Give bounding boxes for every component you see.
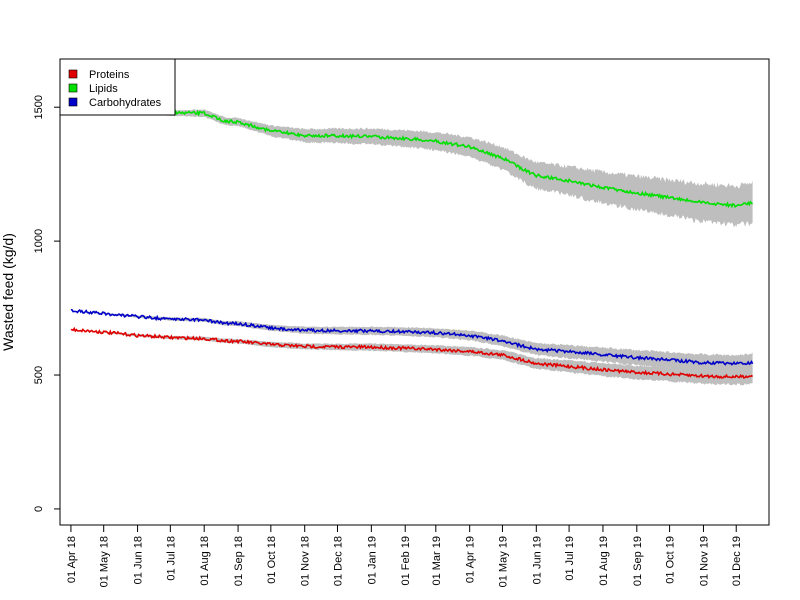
uncertainty-bands bbox=[71, 105, 753, 386]
x-axis: 01 Apr 18 01 May 18 01 Jun 18 01 Jul 18 01 A… bbox=[66, 525, 743, 587]
x-tick-label: 01 Nov 19 bbox=[698, 536, 710, 586]
x-tick-label: 01 Feb 19 bbox=[400, 536, 412, 586]
y-axis: 0 500 1000 1500 bbox=[33, 95, 60, 512]
x-tick-label: 01 Oct 18 bbox=[266, 536, 278, 584]
y-tick-label: 500 bbox=[33, 366, 45, 384]
plot-frame bbox=[60, 59, 769, 525]
y-axis-label: Wasted feed (kg/d) bbox=[0, 233, 16, 351]
x-tick-label: 01 Apr 19 bbox=[465, 536, 477, 583]
x-tick-label: 01 Apr 18 bbox=[66, 536, 78, 583]
x-tick-label: 01 Aug 19 bbox=[598, 536, 610, 586]
y-tick-label: 1000 bbox=[33, 229, 45, 253]
legend-label-carbohydrates: Carbohydrates bbox=[89, 97, 162, 109]
x-tick-label: 01 Mar 19 bbox=[431, 536, 443, 586]
x-tick-label: 01 Jun 19 bbox=[531, 536, 543, 584]
legend-label-proteins: Proteins bbox=[89, 69, 130, 81]
legend-swatch-lipids bbox=[69, 84, 77, 92]
legend-swatch-carbohydrates bbox=[69, 98, 77, 106]
band-lipids bbox=[71, 105, 753, 228]
x-tick-label: 01 Sep 18 bbox=[233, 536, 245, 586]
x-tick-label: 01 Jan 19 bbox=[366, 536, 378, 584]
x-tick-label: 01 Dec 18 bbox=[332, 536, 344, 586]
x-tick-label: 01 Jul 18 bbox=[165, 536, 177, 581]
legend-label-lipids: Lipids bbox=[89, 83, 118, 95]
x-tick-label: 01 Jun 18 bbox=[133, 536, 145, 584]
y-tick-label: 1500 bbox=[33, 95, 45, 119]
x-tick-label: 01 May 18 bbox=[99, 536, 111, 587]
x-tick-label: 01 Dec 19 bbox=[731, 536, 743, 586]
y-tick-label: 0 bbox=[33, 506, 45, 512]
x-tick-label: 01 Aug 18 bbox=[199, 536, 211, 586]
x-tick-label: 01 Sep 19 bbox=[632, 536, 644, 586]
legend: Proteins Lipids Carbohydrates bbox=[60, 59, 175, 115]
x-tick-label: 01 Jul 19 bbox=[564, 536, 576, 581]
x-tick-label: 01 Oct 19 bbox=[665, 536, 677, 584]
x-tick-label: 01 May 19 bbox=[497, 536, 509, 587]
legend-swatch-proteins bbox=[69, 70, 77, 78]
x-tick-label: 01 Nov 18 bbox=[300, 536, 312, 586]
